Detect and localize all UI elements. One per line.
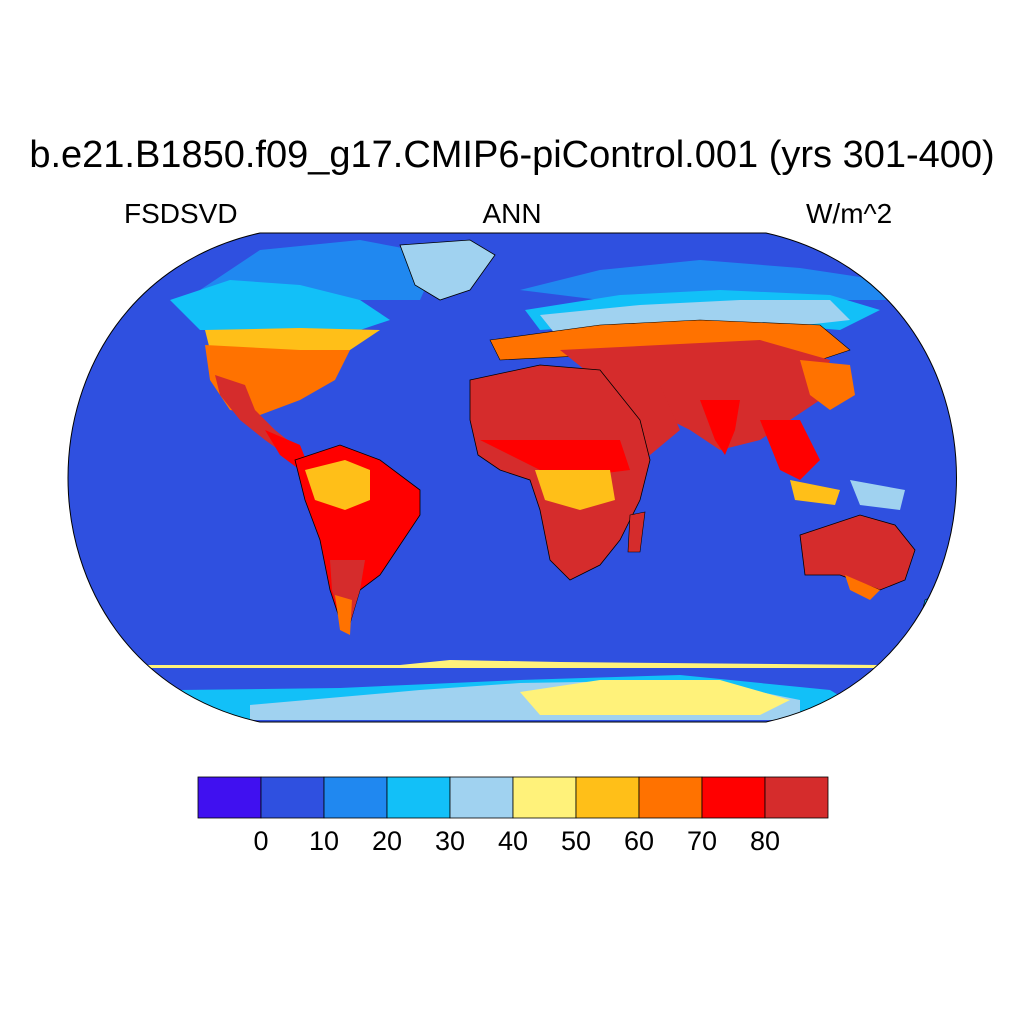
colorbar-tick-label: 70 xyxy=(686,826,718,856)
colorbar-swatch xyxy=(260,776,325,819)
colorbar-tick-label: 60 xyxy=(623,826,655,856)
indonesia-2 xyxy=(850,480,905,510)
season-label: ANN xyxy=(482,198,542,229)
colorbar-tick-label: 80 xyxy=(749,826,781,856)
australia-south xyxy=(845,575,880,600)
colorbar-swatch xyxy=(323,776,388,819)
colorbar-swatch xyxy=(575,776,640,819)
plot-title: b.e21.B1850.f09_g17.CMIP6-piControl.001 … xyxy=(29,134,995,176)
africa-sahel xyxy=(480,440,630,475)
antarctica-interior xyxy=(520,680,790,715)
colorbar-swatch xyxy=(197,776,262,819)
patagonia xyxy=(335,595,352,635)
colorbar xyxy=(197,776,829,819)
colorbar-swatch xyxy=(701,776,766,819)
colorbar-swatch xyxy=(449,776,514,819)
colorbar-tick-label: 0 xyxy=(253,826,269,856)
arctic-eurasia xyxy=(520,260,890,300)
africa-equatorial xyxy=(535,470,615,510)
sea-ice-edge xyxy=(140,660,890,668)
colorbar-swatch xyxy=(386,776,451,819)
colorbar-tick-label: 30 xyxy=(434,826,466,856)
variable-label: FSDSVD xyxy=(124,198,238,229)
south-america-south xyxy=(330,560,365,630)
colorbar-tick-label: 40 xyxy=(497,826,529,856)
units-label: W/m^2 xyxy=(806,198,893,229)
australia xyxy=(799,514,916,591)
india xyxy=(700,400,740,455)
colorbar-swatch xyxy=(764,776,829,819)
indonesia-1 xyxy=(790,480,840,505)
east-asia xyxy=(800,360,855,410)
greenland xyxy=(399,239,496,301)
colorbar-tick-label: 50 xyxy=(560,826,592,856)
madagascar xyxy=(627,511,646,553)
amazon-basin xyxy=(305,460,370,510)
north-america-cool xyxy=(170,280,390,330)
colorbar-tick-label: 20 xyxy=(371,826,403,856)
southeast-asia xyxy=(760,420,820,480)
colorbar-swatch xyxy=(638,776,703,819)
colorbar-swatch xyxy=(512,776,577,819)
map-border xyxy=(67,232,957,723)
colorbar-tick-label: 10 xyxy=(308,826,340,856)
